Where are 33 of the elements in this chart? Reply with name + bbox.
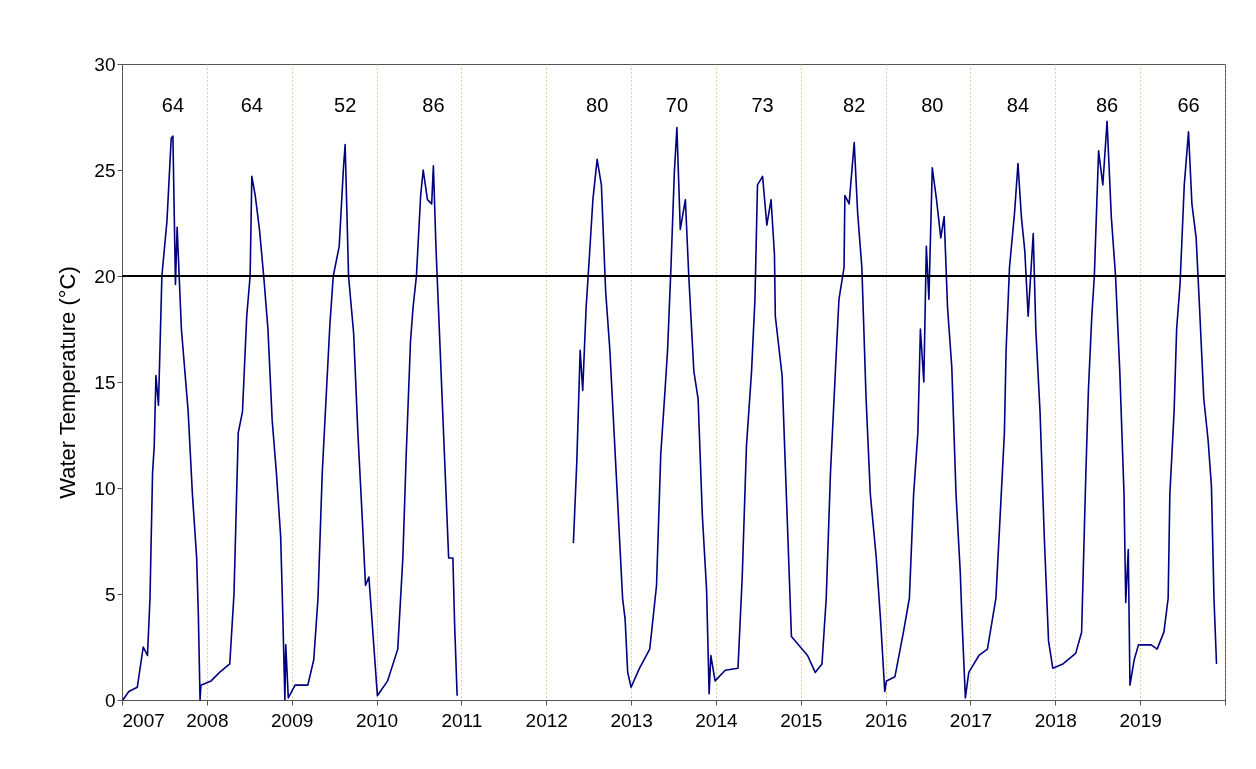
- y-tick-label: 30: [94, 53, 116, 75]
- x-tick-label: 2008: [186, 709, 229, 731]
- y-tick-label: 10: [94, 477, 116, 499]
- x-tick-label: 2015: [780, 709, 823, 731]
- annotation: 84: [1006, 94, 1030, 116]
- x-tick-label: 2011: [441, 709, 483, 731]
- annotation: 86: [422, 94, 445, 116]
- annotation: 80: [921, 94, 944, 116]
- annotation: 80: [586, 94, 609, 116]
- y-tick-label: 20: [94, 265, 116, 287]
- x-tick-label: 2009: [271, 709, 314, 731]
- x-tick-label: 2012: [525, 709, 568, 731]
- annotation: 52: [334, 94, 357, 116]
- annotation: 64: [240, 94, 263, 116]
- y-tick-label: 15: [94, 371, 116, 393]
- annotation: 86: [1095, 94, 1119, 116]
- x-tick-label: 2018: [1034, 709, 1077, 731]
- annotation: 70: [665, 94, 689, 116]
- x-tick-label: 2007: [122, 709, 165, 731]
- annotation: 64: [161, 94, 185, 116]
- annotation: 73: [751, 94, 774, 116]
- x-tick-label: 2019: [1119, 709, 1162, 731]
- y-tick-label: 25: [94, 159, 116, 181]
- annotation: 82: [843, 94, 866, 116]
- x-tick-label: 2017: [949, 709, 993, 731]
- x-tick-label: 2016: [864, 709, 908, 731]
- x-tick-label: 2013: [610, 709, 653, 731]
- y-axis-title: Water Temperature (°C): [55, 266, 81, 499]
- x-tick-label: 2010: [355, 709, 399, 731]
- y-tick-label: 5: [104, 583, 116, 605]
- x-tick-label: 2014: [695, 709, 738, 731]
- annotation: 66: [1177, 94, 1200, 116]
- y-tick-label: 0: [104, 689, 116, 711]
